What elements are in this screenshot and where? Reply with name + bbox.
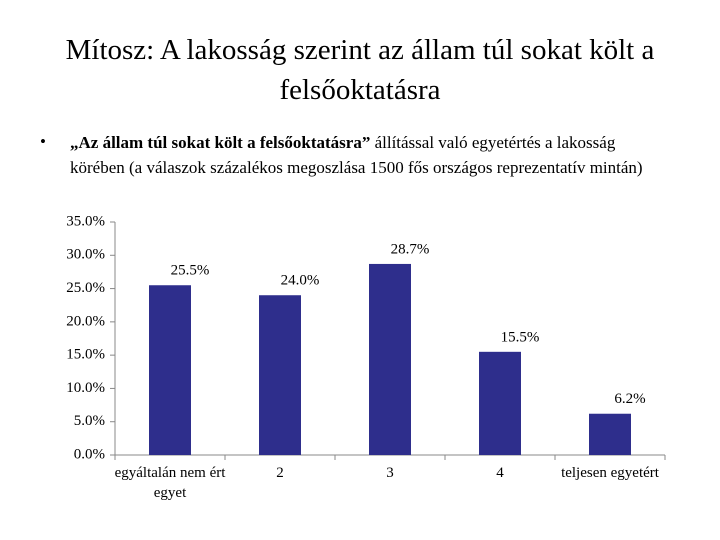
y-tick-label: 15.0% xyxy=(66,347,105,363)
value-label: 28.7% xyxy=(391,241,430,257)
value-label: 15.5% xyxy=(501,329,540,345)
value-label: 25.5% xyxy=(171,263,210,279)
bar xyxy=(369,263,411,455)
x-tick-label: 4 xyxy=(496,465,504,481)
bullet-bold: „Az állam túl sokat költ a felsőoktatásr… xyxy=(70,133,371,152)
value-label: 24.0% xyxy=(281,273,320,289)
y-tick-label: 30.0% xyxy=(66,247,105,263)
bullet-rest: állítással való egyetértés a lakosság kö… xyxy=(70,133,643,177)
x-tick-label: egyáltalán nem ért egyet xyxy=(114,465,226,501)
y-tick-label: 5.0% xyxy=(74,413,105,429)
value-label: 6.2% xyxy=(614,391,645,407)
bar xyxy=(149,285,191,455)
slide-title: Mítosz: A lakosság szerint az állam túl … xyxy=(65,34,655,106)
bullet-text: „Az állam túl sokat költ a felsőoktatásr… xyxy=(70,130,670,180)
bar xyxy=(589,413,631,455)
x-tick-label: 3 xyxy=(386,465,394,481)
x-tick-label: 2 xyxy=(276,465,284,481)
bar xyxy=(259,295,301,455)
y-tick-label: 20.0% xyxy=(66,313,105,329)
bullet-marker: • xyxy=(40,132,46,151)
y-tick-label: 10.0% xyxy=(66,380,105,396)
y-tick-label: 35.0% xyxy=(66,213,105,229)
bar xyxy=(479,351,521,455)
y-tick-label: 25.0% xyxy=(66,280,105,296)
x-tick-label: teljesen egyetért xyxy=(561,465,659,481)
y-tick-label: 0.0% xyxy=(74,446,105,462)
